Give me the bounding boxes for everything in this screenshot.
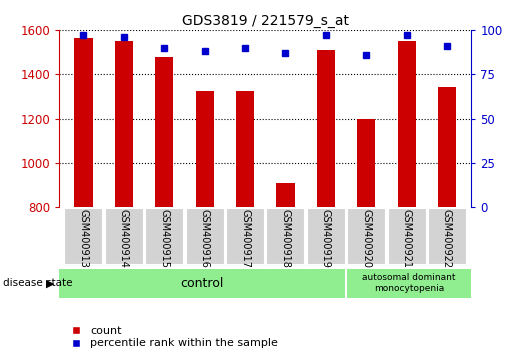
Text: GSM400913: GSM400913: [78, 209, 89, 268]
FancyBboxPatch shape: [226, 208, 264, 264]
FancyBboxPatch shape: [105, 208, 143, 264]
Bar: [317, 50, 335, 207]
FancyBboxPatch shape: [64, 208, 102, 264]
FancyBboxPatch shape: [428, 208, 466, 264]
Text: GSM400918: GSM400918: [281, 209, 290, 268]
FancyBboxPatch shape: [347, 269, 471, 298]
Text: GSM400920: GSM400920: [361, 209, 371, 268]
Text: control: control: [181, 277, 224, 290]
Bar: [155, 57, 174, 207]
Text: GSM400915: GSM400915: [159, 209, 169, 268]
FancyBboxPatch shape: [388, 208, 425, 264]
Text: disease state: disease state: [3, 278, 72, 288]
Text: GSM400921: GSM400921: [402, 209, 411, 268]
Bar: [277, 183, 295, 207]
Bar: [236, 91, 254, 207]
FancyBboxPatch shape: [347, 208, 385, 264]
Title: GDS3819 / 221579_s_at: GDS3819 / 221579_s_at: [182, 14, 349, 28]
Text: ▶: ▶: [45, 278, 54, 288]
Text: GSM400922: GSM400922: [442, 209, 452, 268]
FancyBboxPatch shape: [307, 208, 345, 264]
FancyBboxPatch shape: [145, 208, 183, 264]
FancyBboxPatch shape: [59, 269, 345, 298]
Bar: [115, 41, 133, 207]
Text: autosomal dominant
monocytopenia: autosomal dominant monocytopenia: [362, 274, 456, 293]
FancyBboxPatch shape: [185, 208, 224, 264]
Text: GSM400919: GSM400919: [321, 209, 331, 268]
FancyBboxPatch shape: [266, 208, 304, 264]
Bar: [74, 38, 93, 207]
Bar: [438, 86, 456, 207]
Bar: [398, 41, 416, 207]
Text: GSM400917: GSM400917: [240, 209, 250, 268]
Legend: count, percentile rank within the sample: count, percentile rank within the sample: [65, 326, 278, 348]
Bar: [357, 119, 375, 207]
Text: GSM400914: GSM400914: [119, 209, 129, 268]
Text: GSM400916: GSM400916: [200, 209, 210, 268]
Bar: [196, 91, 214, 207]
